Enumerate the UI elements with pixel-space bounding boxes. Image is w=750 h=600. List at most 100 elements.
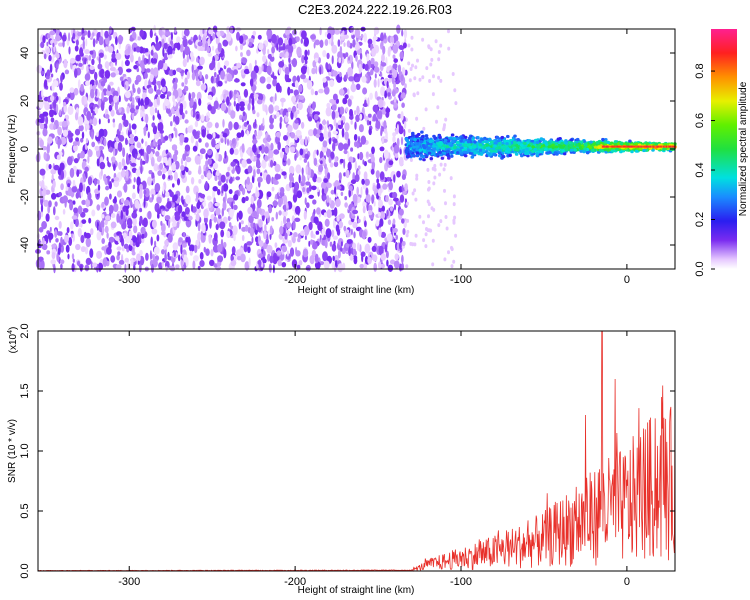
- spectrogram-cell: [171, 144, 178, 151]
- spectrogram-cell: [50, 168, 57, 175]
- spectrogram-cell: [46, 48, 51, 54]
- spectrogram-cell: [207, 149, 213, 156]
- spectrogram-cell: [266, 29, 273, 38]
- spectrogram-cell: [52, 42, 55, 48]
- spectrogram-cell: [253, 93, 259, 98]
- spectrogram-cell: [273, 149, 280, 155]
- spectrogram-cell: [364, 255, 369, 265]
- spectrogram-cell: [224, 60, 230, 67]
- spectrogram-cell: [181, 82, 185, 87]
- spectrogram-cell: [393, 238, 396, 243]
- spectrogram-cell: [401, 254, 404, 264]
- spectrogram-cell: [291, 29, 298, 36]
- spectrogram-cell: [392, 191, 398, 199]
- spectrogram-cell: [94, 145, 100, 152]
- spectrogram-cell: [393, 260, 400, 269]
- spectrogram-cell: [174, 214, 181, 222]
- spectrogram-cell: [129, 107, 136, 114]
- spectrogram-cell: [71, 253, 75, 260]
- spectrogram-cell: [269, 255, 274, 264]
- spectrogram-cell: [408, 78, 412, 83]
- spectrogram-cell: [291, 235, 296, 244]
- spectrogram-cell: [321, 228, 324, 239]
- spectrogram-cell: [366, 119, 370, 126]
- spectrogram-cell: [107, 175, 110, 186]
- spectrogram-cell: [286, 34, 290, 39]
- spectrogram-cell: [359, 151, 364, 161]
- spectrogram-cell: [269, 150, 274, 159]
- spectrogram-cell: [354, 76, 361, 83]
- spectrogram-cell: [223, 93, 226, 99]
- spectrogram-cell: [163, 42, 168, 50]
- spectrogram-cell: [354, 250, 357, 256]
- spectrogram-cell: [331, 104, 337, 111]
- spectrogram-cell: [268, 205, 273, 214]
- spectrogram-cell: [326, 209, 333, 219]
- spectrogram-cell: [356, 41, 360, 51]
- spectrogram-cell: [100, 220, 105, 230]
- spectrogram-cell: [298, 84, 303, 93]
- spectrogram-cell: [104, 46, 109, 52]
- spectrogram-cell: [72, 179, 76, 187]
- spectrogram-cell: [41, 187, 47, 197]
- spectrogram-cell: [162, 210, 166, 216]
- spectrogram-cell: [187, 236, 191, 247]
- spectrogram-cell: [326, 195, 330, 203]
- spectrogram-cell: [69, 87, 75, 93]
- spectrogram-cell: [151, 45, 155, 50]
- spectrogram-cell: [406, 218, 410, 223]
- spectrogram-cell: [450, 133, 455, 137]
- spectrogram-cell: [167, 157, 172, 168]
- spectrogram-cell: [256, 198, 262, 209]
- spectrogram-cell: [300, 38, 303, 44]
- spectrogram-cell: [89, 50, 94, 55]
- spectrogram-cell: [252, 86, 255, 96]
- spectrogram-cell: [278, 210, 282, 216]
- spectrogram-cell: [305, 164, 309, 175]
- spectrogram-cell: [266, 191, 272, 198]
- spectrogram-cell: [206, 195, 212, 201]
- spectrogram-cell: [367, 236, 372, 243]
- spectrogram-cell: [300, 121, 305, 129]
- spectrogram-cell: [295, 129, 302, 137]
- spectrogram-cell: [164, 260, 170, 269]
- spectrogram-cell: [355, 54, 358, 62]
- spectrogram-cell: [431, 262, 435, 267]
- spectrogram-cell: [124, 263, 127, 273]
- spectrogram-cell: [198, 98, 202, 106]
- spectrogram-cell: [379, 157, 383, 164]
- spectrogram-cell: [380, 263, 385, 269]
- spectrogram-cell: [444, 215, 448, 219]
- spectrogram-cell: [309, 255, 315, 265]
- spectrogram-cell: [196, 113, 200, 120]
- spectrogram-cell: [216, 261, 222, 267]
- spectrogram-cell: [369, 120, 372, 126]
- spectrogram-cell: [110, 72, 116, 78]
- spectrogram-cell: [312, 199, 317, 205]
- spectrogram-cell: [217, 255, 224, 263]
- spectrogram-cell: [310, 88, 315, 96]
- spectrogram-cell: [110, 221, 117, 229]
- spectrogram-cell: [151, 172, 155, 179]
- spectrogram-cell: [98, 52, 104, 58]
- spectrogram-cell: [41, 221, 47, 230]
- spectrogram-cell: [382, 183, 388, 190]
- spectrogram-cell: [187, 170, 192, 176]
- spectrogram-cell: [46, 41, 49, 47]
- spectrogram-cell: [454, 101, 458, 106]
- spectrogram-cell: [156, 234, 160, 242]
- spectrogram-cell: [121, 60, 124, 70]
- spectrogram-cell: [305, 266, 310, 271]
- spectrogram-cell: [146, 144, 152, 155]
- spectrogram-cell: [69, 201, 74, 211]
- spectrogram-cell: [74, 218, 79, 227]
- spectrogram-cell: [266, 244, 273, 254]
- spectrogram-cell: [77, 31, 83, 37]
- spectrogram-cell: [111, 212, 116, 219]
- spectrogram-cell: [343, 34, 349, 39]
- spectrogram-cell: [143, 197, 146, 208]
- spectrogram-cell: [257, 34, 262, 40]
- spectrogram-cell: [279, 151, 284, 159]
- spectrogram-cell: [78, 124, 84, 132]
- spectrogram-cell: [233, 233, 236, 242]
